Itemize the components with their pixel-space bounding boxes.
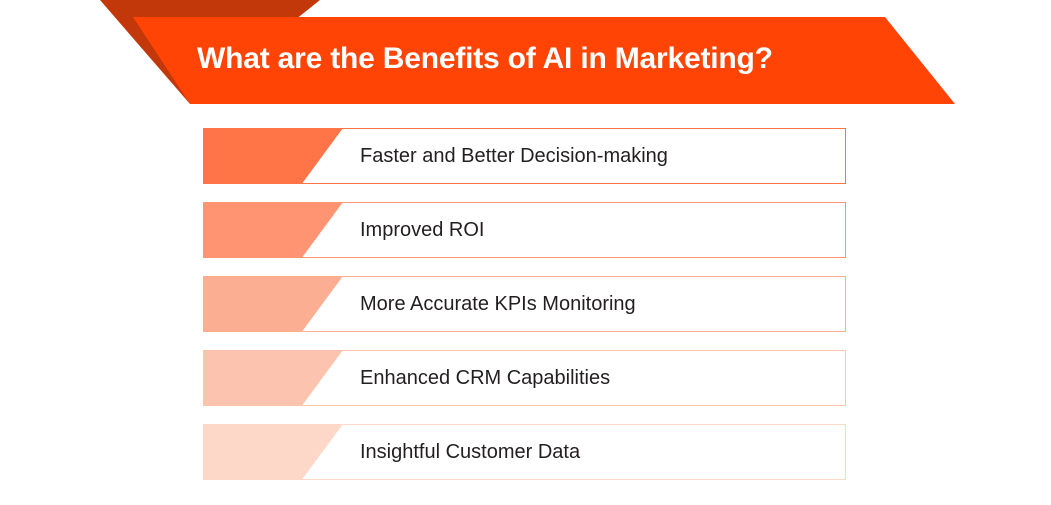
row-accent-block xyxy=(203,350,343,406)
header-banner: What are the Benefits of AI in Marketing… xyxy=(0,0,1051,112)
row-accent-block xyxy=(203,128,343,184)
page-title: What are the Benefits of AI in Marketing… xyxy=(197,42,773,75)
list-item-label: More Accurate KPIs Monitoring xyxy=(360,292,636,315)
list-item-label: Improved ROI xyxy=(360,218,485,241)
list-item-label: Insightful Customer Data xyxy=(360,440,581,463)
list-item: Improved ROI xyxy=(203,202,846,258)
list-item: Insightful Customer Data xyxy=(203,424,846,480)
row-accent-block xyxy=(203,276,343,332)
row-accent-block xyxy=(203,424,343,480)
banner-main-shape xyxy=(133,17,955,104)
list-item: Faster and Better Decision-making xyxy=(203,128,846,184)
list-item-label: Enhanced CRM Capabilities xyxy=(360,366,611,389)
banner-main-polygon xyxy=(133,17,955,104)
list-item: Enhanced CRM Capabilities xyxy=(203,350,846,406)
list-item-label: Faster and Better Decision-making xyxy=(360,144,668,167)
list-item: More Accurate KPIs Monitoring xyxy=(203,276,846,332)
row-accent-block xyxy=(203,202,343,258)
benefits-list: Faster and Better Decision-making Improv… xyxy=(203,128,847,498)
